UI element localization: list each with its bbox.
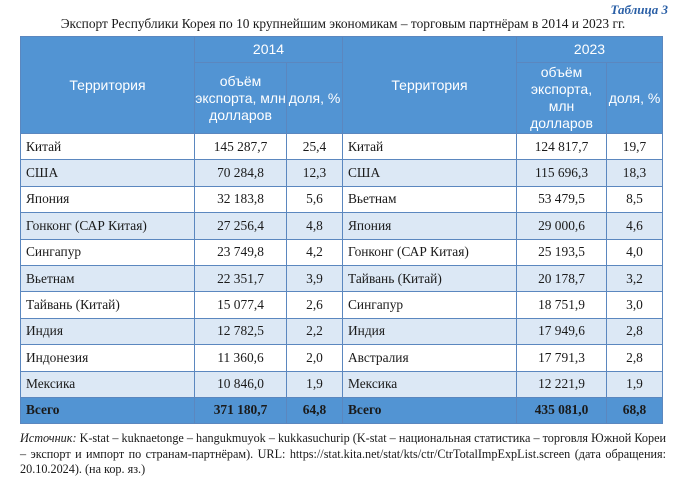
territory-2023-cell: Тайвань (Китай) xyxy=(342,264,517,293)
share-2014-cell: 4,2 xyxy=(286,238,343,266)
share-2023-cell: 2,8 xyxy=(606,317,663,346)
share-2023-cell: 2,8 xyxy=(606,344,663,372)
export-2014-cell: 23 749,8 xyxy=(194,238,287,266)
territory-2014-cell: Мексика xyxy=(20,370,195,398)
territory-2023-cell: Китай xyxy=(342,132,517,161)
total-share-2014: 64,8 xyxy=(286,396,343,424)
total-export-2023: 435 081,0 xyxy=(516,396,607,424)
export-2023-cell: 25 193,5 xyxy=(516,238,607,266)
export-2023-cell: 12 221,9 xyxy=(516,370,607,398)
table-number: Таблица 3 xyxy=(610,2,668,17)
share-2023-cell: 19,7 xyxy=(606,132,663,161)
source-text: K-stat – kuknaetonge – hangukmuyok – kuk… xyxy=(20,431,666,476)
territory-2023-cell: Гонконг (САР Китая) xyxy=(342,238,517,266)
header-territory-2014: Территория xyxy=(20,36,195,134)
export-2023-cell: 20 178,7 xyxy=(516,264,607,293)
export-2023-cell: 53 479,5 xyxy=(516,185,607,214)
header-territory-2023: Территория xyxy=(342,36,517,134)
total-share-2023: 68,8 xyxy=(606,396,663,424)
header-export-volume-2023: объём экспорта, млн долларов xyxy=(516,62,607,134)
export-2023-cell: 124 817,7 xyxy=(516,132,607,161)
territory-2023-cell: Индия xyxy=(342,317,517,346)
share-2014-cell: 3,9 xyxy=(286,264,343,293)
total-label-2014: Всего xyxy=(20,396,195,424)
export-2014-cell: 11 360,6 xyxy=(194,344,287,372)
share-2014-cell: 12,3 xyxy=(286,159,343,187)
export-2023-cell: 18 751,9 xyxy=(516,291,607,319)
territory-2014-cell: США xyxy=(20,159,195,187)
export-2023-cell: 17 949,6 xyxy=(516,317,607,346)
source-label: Источник: xyxy=(20,431,77,445)
table-caption: Экспорт Республики Корея по 10 крупнейши… xyxy=(60,16,626,31)
table-row: Сингапур 23 749,8 4,2 Гонконг (САР Китая… xyxy=(20,238,663,266)
territory-2014-cell: Гонконг (САР Китая) xyxy=(20,212,195,240)
export-2014-cell: 70 284,8 xyxy=(194,159,287,187)
export-2014-cell: 32 183,8 xyxy=(194,185,287,214)
header-year-2023: 2023 xyxy=(516,36,663,63)
territory-2014-cell: Сингапур xyxy=(20,238,195,266)
territory-2023-cell: Австралия xyxy=(342,344,517,372)
table-row: Япония 32 183,8 5,6 Вьетнам 53 479,5 8,5 xyxy=(20,185,663,214)
table-row: Индия 12 782,5 2,2 Индия 17 949,6 2,8 xyxy=(20,317,663,346)
table-row: США 70 284,8 12,3 США 115 696,3 18,3 xyxy=(20,159,663,187)
territory-2014-cell: Индия xyxy=(20,317,195,346)
table-row: Тайвань (Китай) 15 077,4 2,6 Сингапур 18… xyxy=(20,291,663,319)
export-2023-cell: 29 000,6 xyxy=(516,212,607,240)
territory-2023-cell: Сингапур xyxy=(342,291,517,319)
header-year-2014: 2014 xyxy=(194,36,343,63)
share-2014-cell: 2,0 xyxy=(286,344,343,372)
header-share-2023: доля, % xyxy=(606,62,663,134)
territory-2023-cell: Япония xyxy=(342,212,517,240)
export-2014-cell: 145 287,7 xyxy=(194,132,287,161)
share-2023-cell: 3,2 xyxy=(606,264,663,293)
total-row: Всего 371 180,7 64,8 Всего 435 081,0 68,… xyxy=(20,396,663,424)
share-2014-cell: 2,6 xyxy=(286,291,343,319)
table-row: Китай 145 287,7 25,4 Китай 124 817,7 19,… xyxy=(20,132,663,161)
share-2023-cell: 4,6 xyxy=(606,212,663,240)
table-row: Вьетнам 22 351,7 3,9 Тайвань (Китай) 20 … xyxy=(20,264,663,293)
territory-2023-cell: Вьетнам xyxy=(342,185,517,214)
export-2014-cell: 27 256,4 xyxy=(194,212,287,240)
share-2023-cell: 18,3 xyxy=(606,159,663,187)
export-2023-cell: 17 791,3 xyxy=(516,344,607,372)
share-2023-cell: 3,0 xyxy=(606,291,663,319)
export-2023-cell: 115 696,3 xyxy=(516,159,607,187)
territory-2014-cell: Китай xyxy=(20,132,195,161)
share-2014-cell: 25,4 xyxy=(286,132,343,161)
territory-2014-cell: Вьетнам xyxy=(20,264,195,293)
total-label-2023: Всего xyxy=(342,396,517,424)
share-2014-cell: 1,9 xyxy=(286,370,343,398)
header-share-2014: доля, % xyxy=(286,62,343,134)
share-2023-cell: 8,5 xyxy=(606,185,663,214)
export-2014-cell: 22 351,7 xyxy=(194,264,287,293)
territory-2014-cell: Тайвань (Китай) xyxy=(20,291,195,319)
share-2023-cell: 4,0 xyxy=(606,238,663,266)
share-2014-cell: 5,6 xyxy=(286,185,343,214)
source-note: Источник: K-stat – kuknaetonge – hangukm… xyxy=(20,431,666,478)
export-2014-cell: 12 782,5 xyxy=(194,317,287,346)
table-row: Гонконг (САР Китая) 27 256,4 4,8 Япония … xyxy=(20,212,663,240)
header-export-volume-2014: объём экспорта, млн долларов xyxy=(194,62,287,134)
export-2014-cell: 15 077,4 xyxy=(194,291,287,319)
territory-2023-cell: Мексика xyxy=(342,370,517,398)
territory-2014-cell: Япония xyxy=(20,185,195,214)
table-row: Мексика 10 846,0 1,9 Мексика 12 221,9 1,… xyxy=(20,370,663,398)
share-2014-cell: 4,8 xyxy=(286,212,343,240)
total-export-2014: 371 180,7 xyxy=(194,396,287,424)
share-2014-cell: 2,2 xyxy=(286,317,343,346)
territory-2023-cell: США xyxy=(342,159,517,187)
table-row: Индонезия 11 360,6 2,0 Австралия 17 791,… xyxy=(20,344,663,372)
export-2014-cell: 10 846,0 xyxy=(194,370,287,398)
share-2023-cell: 1,9 xyxy=(606,370,663,398)
export-table: Территория 2014 Территория 2023 объём эк… xyxy=(20,36,663,424)
territory-2014-cell: Индонезия xyxy=(20,344,195,372)
